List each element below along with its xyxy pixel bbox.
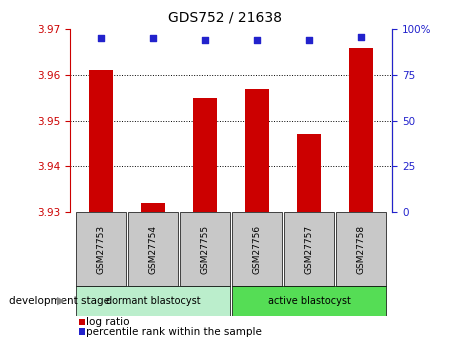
FancyBboxPatch shape [284,212,334,286]
Text: log ratio: log ratio [86,317,130,327]
Bar [142,203,165,212]
Bar [298,135,321,212]
Point [97,36,105,41]
Bar [89,70,113,212]
Point [305,38,313,43]
Text: GSM27753: GSM27753 [97,225,106,274]
Text: development stage: development stage [9,296,110,306]
Point [358,34,365,39]
Text: GSM27755: GSM27755 [201,225,210,274]
FancyBboxPatch shape [128,212,178,286]
Text: GDS752 / 21638: GDS752 / 21638 [169,10,282,24]
Bar [245,89,269,212]
FancyBboxPatch shape [76,212,126,286]
Point [202,38,209,43]
Text: GSM27756: GSM27756 [253,225,262,274]
Text: GSM27757: GSM27757 [305,225,313,274]
Text: GSM27758: GSM27758 [357,225,366,274]
Text: dormant blastocyst: dormant blastocyst [106,296,200,306]
Text: ▶: ▶ [57,296,65,306]
Point [150,36,157,41]
FancyBboxPatch shape [232,212,282,286]
Bar [350,48,373,212]
Point [253,38,261,43]
Text: GSM27754: GSM27754 [149,225,157,274]
Text: percentile rank within the sample: percentile rank within the sample [86,327,262,336]
FancyBboxPatch shape [180,212,230,286]
FancyBboxPatch shape [76,286,230,316]
FancyBboxPatch shape [336,212,386,286]
Text: active blastocyst: active blastocyst [268,296,350,306]
Bar [193,98,217,212]
FancyBboxPatch shape [232,286,386,316]
